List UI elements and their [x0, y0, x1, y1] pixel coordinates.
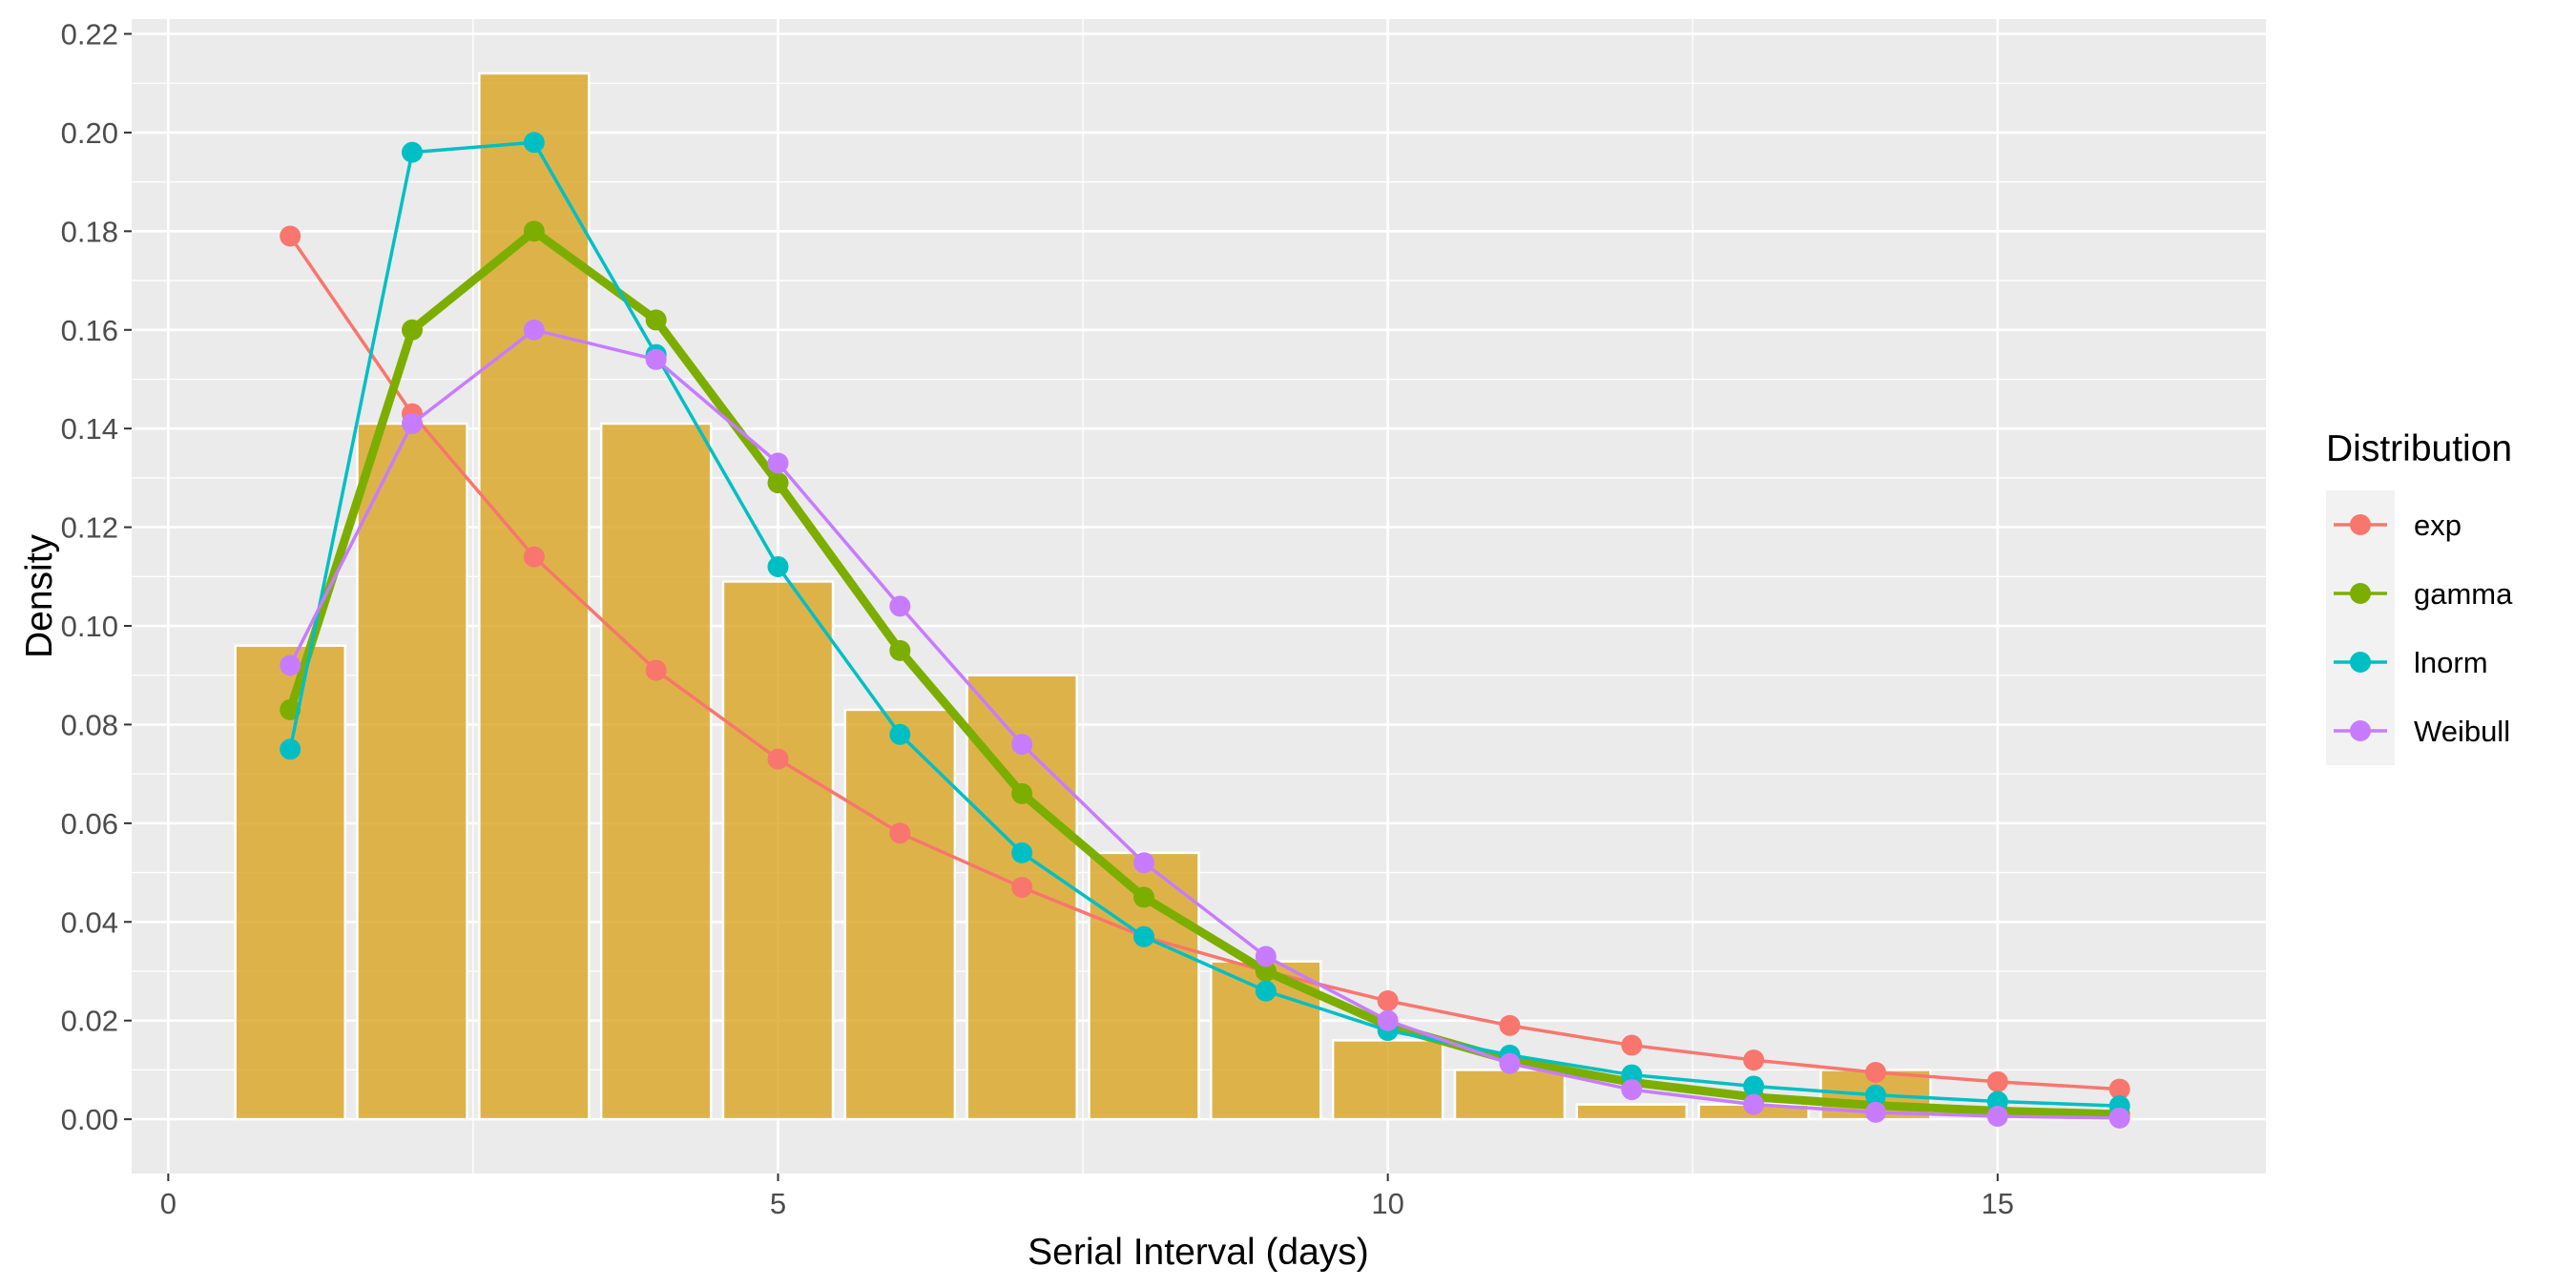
legend: Distribution exp gamma lnorm Weibull	[2326, 428, 2513, 765]
series-point	[280, 654, 301, 676]
series-point	[1986, 1106, 2008, 1128]
series-point	[889, 822, 911, 844]
legend-key-point	[2350, 514, 2371, 535]
y-tick-label: 0.04	[61, 905, 118, 939]
series-point	[645, 309, 667, 331]
series-point	[767, 472, 789, 494]
series-point	[402, 413, 424, 435]
legend-key-point	[2350, 720, 2371, 741]
series-point	[889, 639, 911, 661]
series-point	[1864, 1061, 1886, 1083]
series-weibull	[280, 319, 2130, 1129]
series-point	[1986, 1070, 2008, 1092]
series-point	[280, 225, 301, 247]
histogram-bar	[1575, 1103, 1689, 1121]
legend-label-weibull: Weibull	[2414, 715, 2510, 748]
series-point	[1499, 1014, 1521, 1036]
legend-label-gamma: gamma	[2414, 577, 2513, 611]
legend-label-lnorm: lnorm	[2414, 646, 2488, 679]
series-point	[767, 748, 789, 770]
series-point	[1132, 852, 1154, 874]
series-point	[1132, 886, 1154, 908]
series-point	[1377, 1009, 1399, 1031]
histogram-bar	[1453, 1069, 1567, 1121]
series-line	[288, 328, 2122, 1120]
series-point	[1132, 925, 1154, 947]
y-tick-label: 0.06	[61, 807, 118, 841]
x-tick-label: 15	[1982, 1187, 2014, 1220]
y-axis: 0.00 0.02 0.04 0.06 0.08 0.10 0.12 0.14 0.16 0.18…	[61, 18, 132, 1136]
y-tick-label: 0.12	[61, 511, 118, 545]
series-point	[523, 220, 545, 242]
x-tick-label: 5	[770, 1187, 786, 1220]
series-point	[402, 319, 424, 341]
y-tick-label: 0.00	[61, 1103, 118, 1136]
series-point	[1621, 1064, 1643, 1086]
series-point	[767, 452, 789, 474]
series-point	[1986, 1091, 2008, 1112]
series-point	[402, 141, 424, 163]
series-point	[1743, 1093, 1765, 1115]
y-tick-label: 0.02	[61, 1005, 118, 1038]
series-point	[1011, 782, 1033, 804]
histogram-bar	[599, 422, 713, 1121]
y-tick-label: 0.08	[61, 708, 118, 741]
histogram-bar	[356, 422, 468, 1121]
series-point	[280, 738, 301, 760]
series-point	[1864, 1084, 1886, 1106]
series-point	[645, 659, 667, 681]
series-lines	[280, 132, 2130, 1129]
histogram-bar	[721, 580, 835, 1121]
series-point	[1864, 1101, 1886, 1123]
series-point	[1011, 877, 1033, 899]
y-tick-label: 0.18	[61, 215, 118, 248]
histogram-bar	[234, 644, 346, 1121]
legend-key-point	[2350, 583, 2371, 604]
x-axis: 0 5 10 15	[160, 1174, 2014, 1220]
series-point	[523, 546, 545, 568]
series-line	[288, 234, 2122, 1091]
series-point	[1377, 990, 1399, 1012]
series-point	[889, 723, 911, 745]
x-tick-label: 10	[1371, 1187, 1403, 1220]
series-point	[889, 595, 911, 617]
series-point	[2109, 1078, 2130, 1100]
series-point	[1499, 1052, 1521, 1074]
series-point	[1743, 1049, 1765, 1071]
series-point	[1743, 1075, 1765, 1097]
histogram-bar	[1331, 1039, 1444, 1121]
y-tick-label: 0.22	[61, 18, 118, 52]
y-axis-title: Density	[19, 533, 60, 658]
series-point	[1011, 734, 1033, 756]
legend-key-point	[2350, 652, 2371, 673]
x-tick-label: 0	[160, 1187, 177, 1220]
series-point	[523, 319, 545, 341]
series-point	[2109, 1107, 2130, 1129]
series-point	[523, 132, 545, 154]
histogram-bar	[843, 708, 957, 1121]
series-point	[1621, 1034, 1643, 1056]
series-line	[285, 226, 2125, 1119]
legend-title: Distribution	[2326, 428, 2512, 469]
series-point	[1255, 980, 1277, 1002]
series-point	[1255, 960, 1277, 982]
series-point	[1011, 841, 1033, 863]
series-point	[1621, 1079, 1643, 1101]
series-point	[1255, 945, 1277, 967]
legend-label-exp: exp	[2414, 509, 2462, 542]
y-tick-label: 0.10	[61, 610, 118, 643]
x-axis-title: Serial Interval (days)	[1028, 1232, 1369, 1273]
y-tick-label: 0.14	[61, 412, 118, 446]
histogram-bar	[478, 72, 591, 1121]
series-point	[280, 698, 301, 720]
series-point	[767, 555, 789, 577]
y-tick-label: 0.16	[61, 314, 118, 347]
y-tick-label: 0.20	[61, 116, 118, 150]
series-point	[645, 348, 667, 370]
series-line	[288, 140, 2122, 1108]
